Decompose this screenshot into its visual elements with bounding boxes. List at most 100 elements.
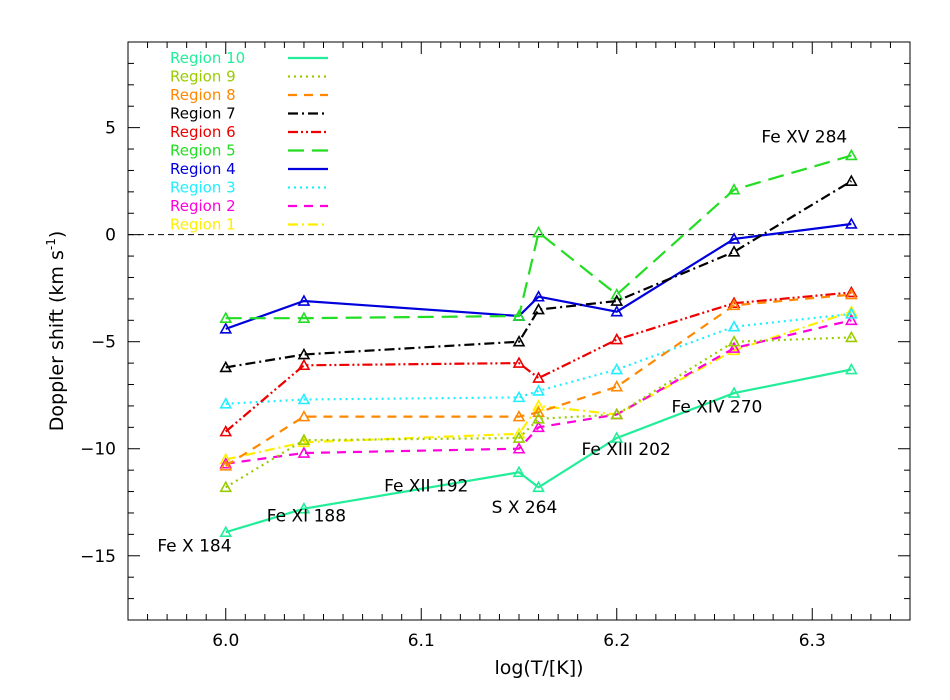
- legend-item-region-7: Region 7: [170, 105, 328, 123]
- data-point-marker: [512, 390, 526, 403]
- series-line-region-6: [224, 291, 852, 433]
- data-point-marker: [532, 371, 545, 383]
- x-tick-label: 6.3: [799, 631, 826, 651]
- series-line-region-3: [225, 312, 852, 405]
- data-point-marker: [844, 362, 858, 375]
- data-point-marker: [297, 311, 311, 323]
- data-point-marker: [727, 341, 741, 353]
- legend-label: Region 9: [170, 68, 236, 86]
- data-point-marker: [512, 335, 526, 347]
- y-axis-ticks: −15 −10 −5 0 5: [80, 41, 910, 621]
- data-point-marker: [512, 409, 526, 422]
- data-point-marker: [219, 525, 233, 538]
- data-point-marker: [219, 311, 233, 323]
- data-point-marker: [532, 225, 545, 238]
- x-tick-label: 6.2: [603, 631, 630, 651]
- y-axis-title-main: Doppler shift (km s: [46, 250, 68, 431]
- series-region-9: [219, 330, 858, 493]
- line-annotation: Fe X 184: [157, 536, 231, 556]
- series-group: [219, 148, 858, 538]
- data-point-marker: [844, 148, 858, 161]
- line-annotation: Fe XIII 202: [582, 440, 671, 460]
- x-axis-ticks: 6.0 6.1 6.2 6.3: [127, 42, 911, 651]
- data-point-marker: [219, 459, 233, 471]
- data-point-marker: [727, 296, 741, 308]
- data-point-marker: [610, 294, 624, 306]
- data-point-marker: [844, 307, 858, 319]
- series-region-3: [219, 307, 858, 409]
- data-point-marker: [844, 217, 858, 229]
- x-axis-title: log(T/[K]): [494, 657, 583, 679]
- x-tick-label: 6.0: [212, 631, 239, 651]
- legend-item-region-3: Region 3: [170, 179, 328, 197]
- y-axis-title-tail: ): [46, 231, 68, 238]
- y-tick-label: 5: [105, 119, 116, 139]
- data-point-marker: [610, 332, 624, 345]
- data-point-marker: [727, 232, 741, 244]
- data-point-marker: [727, 386, 741, 398]
- legend-label: Region 1: [170, 216, 236, 234]
- legend-label: Region 6: [170, 123, 236, 141]
- y-tick-label: 0: [105, 226, 116, 246]
- legend-label: Region 4: [170, 160, 236, 178]
- data-point-marker: [219, 322, 233, 334]
- data-point-marker: [512, 442, 526, 454]
- data-point-marker: [297, 358, 311, 371]
- data-point-marker: [297, 294, 311, 306]
- data-point-marker: [532, 480, 545, 493]
- data-point-marker: [610, 407, 624, 420]
- y-tick-label: −10: [80, 440, 116, 460]
- data-point-marker: [610, 305, 624, 317]
- data-point-marker: [297, 409, 311, 422]
- legend-item-region-9: Region 9: [170, 68, 328, 86]
- y-tick-label: −15: [80, 547, 116, 567]
- legend-item-region-8: Region 8: [170, 86, 328, 104]
- x-tick-label: 6.1: [408, 631, 435, 651]
- line-annotation: Fe XI 188: [267, 507, 346, 527]
- legend-item-region-5: Region 5: [170, 142, 328, 160]
- series-line-region-9: [225, 336, 852, 489]
- legend-label: Region 7: [170, 105, 236, 123]
- data-point-marker: [844, 313, 858, 326]
- y-axis-title: Doppler shift (km s-1): [44, 231, 68, 432]
- data-point-marker: [219, 397, 233, 409]
- annotations: Fe X 184 Fe XI 188 Fe XII 192 S X 264 Fe XII…: [157, 128, 847, 557]
- data-point-marker: [219, 424, 233, 437]
- data-point-marker: [727, 245, 741, 257]
- data-point-marker: [610, 431, 624, 443]
- series-region-5: [219, 148, 858, 323]
- data-point-marker: [844, 174, 858, 186]
- legend-item-region-1: Region 1: [170, 216, 328, 234]
- data-point-marker: [297, 446, 311, 458]
- data-point-marker: [532, 290, 545, 302]
- series-line-region-5: [225, 154, 852, 320]
- data-point-marker: [727, 183, 741, 195]
- data-point-marker: [610, 380, 624, 392]
- series-line-region-10: [225, 368, 852, 534]
- series-region-4: [219, 217, 858, 334]
- data-point-marker: [219, 480, 233, 493]
- legend-label: Region 5: [170, 142, 236, 160]
- line-annotation: Fe XIV 270: [671, 397, 762, 417]
- line-annotation: S X 264: [492, 498, 558, 518]
- data-point-marker: [297, 392, 311, 405]
- legend-item-region-10: Region 10: [170, 49, 328, 67]
- line-annotation: Fe XII 192: [384, 477, 468, 497]
- series-line-region-7: [225, 180, 852, 369]
- series-region-8: [219, 287, 858, 471]
- data-point-marker: [844, 285, 858, 298]
- series-line-region-2: [225, 319, 852, 465]
- data-point-marker: [532, 399, 545, 411]
- data-point-marker: [532, 412, 545, 424]
- series-region-7: [219, 174, 858, 373]
- data-point-marker: [844, 330, 858, 343]
- y-tick-label: −5: [91, 333, 116, 353]
- data-point-marker: [844, 287, 858, 300]
- data-point-marker: [297, 347, 311, 360]
- series-region-10: [219, 362, 858, 538]
- data-point-marker: [727, 335, 741, 347]
- series-line-region-8: [225, 293, 852, 467]
- legend-item-region-4: Region 4: [170, 160, 328, 178]
